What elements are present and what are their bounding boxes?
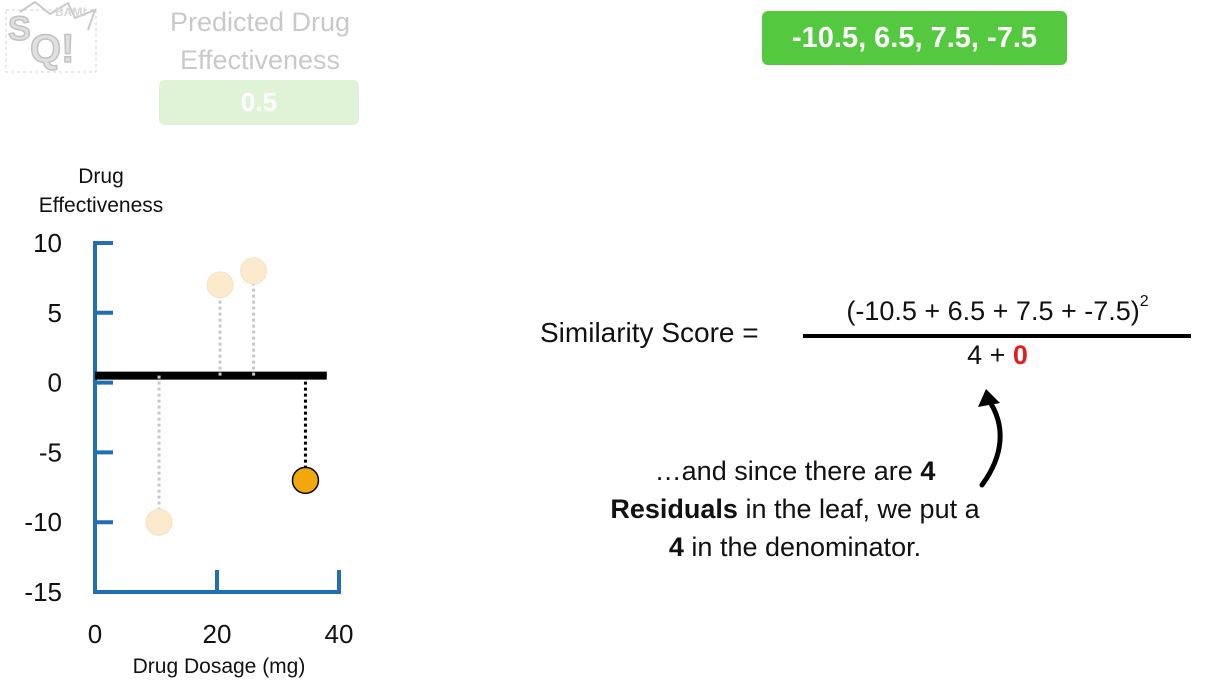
residuals-box: -10.5, 6.5, 7.5, -7.5 [762,11,1067,65]
y-tick-label: -15 [24,577,62,607]
numerator-text: (-10.5 + 6.5 + 7.5 + -7.5) [846,296,1140,326]
y-tick-label: -10 [24,507,62,537]
note-line2-bold: Residuals [610,494,738,524]
x-tick-label: 20 [203,619,232,649]
x-tick-label: 0 [88,619,102,649]
similarity-score-label: Similarity Score = [540,317,759,348]
denominator-lambda: 0 [1012,340,1028,370]
svg-text:S: S [8,10,31,48]
note-line3-text: in the denominator. [683,532,922,562]
data-point [206,271,234,299]
formula-numerator: (-10.5 + 6.5 + 7.5 + -7.5)2 [805,293,1190,327]
fraction-bar [803,334,1191,338]
note-line2-text: in the leaf, we put a [737,494,980,524]
note-line1-text: …and since there are [654,456,921,486]
note-line1-bold: 4 [920,456,936,486]
y-axis-label-line2: Effectiveness [39,194,164,217]
note-line3-bold: 4 [668,532,684,562]
y-tick-label: 0 [48,368,62,398]
y-tick-label: 5 [48,298,62,328]
numerator-exponent: 2 [1139,293,1149,310]
y-tick-label: 10 [33,228,62,258]
svg-text:Q!: Q! [30,27,74,71]
predicted-effectiveness-title: Predicted Drug Effectiveness [169,7,351,75]
svg-text:BAM!: BAM! [55,5,86,19]
y-tick-label: -5 [39,437,62,467]
x-tick-label: 40 [325,619,354,649]
x-axis-label: Drug Dosage (mg) [133,655,306,678]
curved-arrow-icon [978,389,1003,488]
highlighted-data-point [291,466,320,495]
formula-denominator: 4 + 0 [805,340,1190,371]
y-axis-label-line1: Drug [78,165,124,188]
data-point [145,508,173,536]
explanation-note: …and since there are 4 Residuals in the … [560,452,1030,566]
data-point [240,257,268,285]
denominator-count: 4 + [967,340,1013,370]
statquest-logo: S Q! BAM! [5,0,97,73]
predicted-value-box: 0.5 [159,80,359,125]
residual-scatter-chart: Drug Effectiveness 10 5 0 -5 -10 -15 0 20 40 Dru… [24,165,354,678]
